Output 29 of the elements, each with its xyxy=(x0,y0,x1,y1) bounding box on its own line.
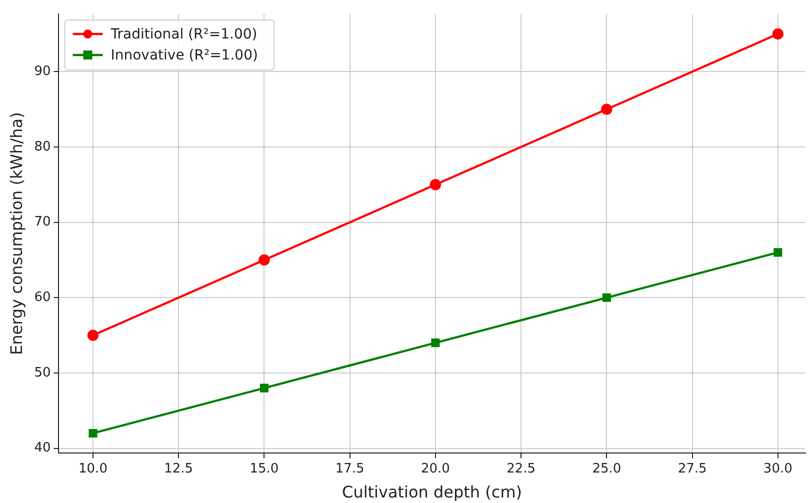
point xyxy=(258,254,270,266)
point xyxy=(602,293,611,302)
x-tick-label: 30.0 xyxy=(763,461,792,476)
x-tick-label: 25.0 xyxy=(592,461,622,476)
y-tick-label: 50 xyxy=(34,365,51,380)
legend-label: Traditional (R²=1.00) xyxy=(110,26,258,43)
point xyxy=(774,248,782,257)
x-tick-label: 12.5 xyxy=(164,461,194,476)
legend-label: Innovative (R²=1.00) xyxy=(110,48,258,64)
x-tick-label: 22.5 xyxy=(506,461,536,476)
x-tick-label: 10.0 xyxy=(78,461,108,476)
point xyxy=(430,179,442,190)
y-tick-label: 90 xyxy=(34,64,51,80)
point xyxy=(601,104,612,115)
point xyxy=(87,330,99,341)
point xyxy=(260,384,268,392)
y-tick-label: 60 xyxy=(34,290,51,306)
x-axis-title: Cultivation depth (cm) xyxy=(342,482,522,502)
point xyxy=(88,428,98,438)
y-tick-label: 80 xyxy=(34,139,51,154)
x-tick-label: 27.5 xyxy=(678,461,707,476)
x-tick-label: 17.5 xyxy=(335,461,364,476)
x-tick-label: 20.0 xyxy=(420,461,450,476)
point xyxy=(431,338,440,348)
y-axis-title: Energy consumption (kWh/ha) xyxy=(6,112,26,356)
point xyxy=(772,28,784,40)
y-tick-label: 40 xyxy=(34,440,51,456)
x-tick-label: 15.0 xyxy=(250,461,279,476)
y-tick-label: 70 xyxy=(34,214,51,230)
